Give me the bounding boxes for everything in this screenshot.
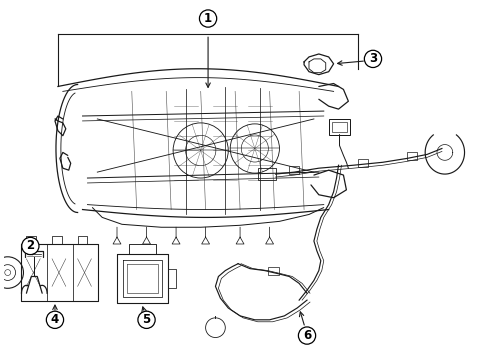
Text: 4: 4 (51, 313, 59, 326)
Text: 3: 3 (368, 53, 376, 66)
Bar (328, 119, 349, 135)
Bar (257, 168, 275, 180)
Text: 5: 5 (142, 313, 150, 326)
Bar (289, 166, 299, 174)
Bar (358, 159, 367, 167)
Bar (331, 122, 346, 132)
Bar (267, 267, 279, 275)
Text: 6: 6 (302, 329, 310, 342)
Text: 1: 1 (203, 12, 212, 25)
Bar (407, 152, 416, 160)
Text: 2: 2 (26, 239, 34, 252)
